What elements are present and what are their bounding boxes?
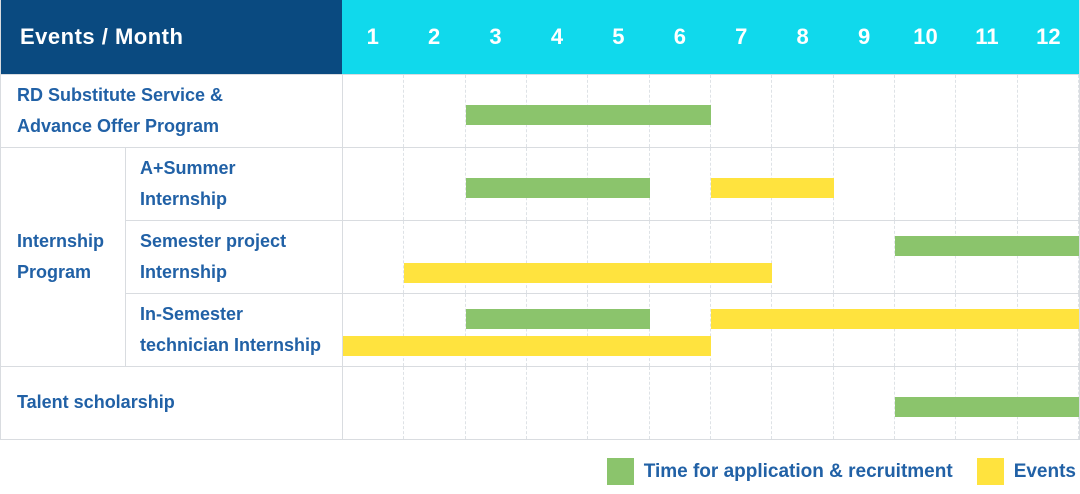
grid-cell [711,294,773,366]
grid-cell [834,294,895,366]
month-header-10: 10 [913,24,938,49]
application-bar [465,309,650,329]
grid-cell [404,294,466,366]
chart-row-3 [342,220,1079,293]
grid-cell [343,367,405,439]
table-title: Events / Month [1,0,342,74]
month-header-9: 9 [857,24,871,49]
grid-cell [772,367,834,439]
month-header-8: 8 [796,24,809,49]
legend-label-application: Time for application & recruitment [643,460,953,482]
month-header-row: 1 2 3 4 5 6 7 8 9 10 11 12 [342,0,1079,74]
legend: Time for application & recruitment Event… [606,458,1076,485]
month-header-6: 6 [673,24,686,49]
event-bar [404,263,773,283]
chart-row-4 [342,293,1079,366]
month-header-12: 12 [1036,24,1061,49]
application-bar [895,397,1079,417]
grid-cell [711,367,773,439]
application-bar [465,105,711,125]
grid-cell [895,75,957,147]
month-header-11: 11 [975,24,999,49]
month-header-5: 5 [612,24,625,49]
grid-cell [404,75,466,147]
events-swatch-icon [976,458,1004,485]
grid-cell [404,148,466,220]
month-header-2: 2 [428,24,441,49]
grid-cell [711,221,773,293]
grid-cell [588,367,650,439]
grid-cell [834,367,895,439]
grid-cell [1018,294,1079,366]
event-bar [711,309,1079,329]
grid-cell [895,294,957,366]
legend-item-application: Time for application & recruitment [606,458,953,485]
event-bar [343,336,711,356]
grid-cell [956,148,1018,220]
row-label-in-semester-technician: In-Semester technician Internship [125,293,342,366]
month-header-3: 3 [489,24,502,49]
row-label-semester-project: Semester project Internship [125,220,342,293]
chart-row-2 [342,147,1079,220]
grid-cell [404,367,466,439]
grid-cell [956,294,1018,366]
grid-cell [343,148,405,220]
grid-cell [834,148,895,220]
grid-cell [772,294,834,366]
grid-cell [772,75,834,147]
grid-cell [650,148,711,220]
grid-cell [834,221,895,293]
grid-cell [343,221,405,293]
grid-cell [1018,148,1079,220]
grid-cell [650,367,711,439]
grid-cell [527,294,589,366]
month-header-1: 1 [366,24,379,49]
schedule-table: Events / Month 1 2 3 4 5 6 7 8 9 10 11 12 RD Substi… [0,0,1080,440]
chart-row-5 [342,366,1079,439]
event-bar [711,178,834,198]
grid-cell [711,75,773,147]
grid-cell [895,148,957,220]
grid-cell [466,294,527,366]
grid-cell [527,367,589,439]
grid-cell [956,75,1018,147]
grid-cell [343,294,405,366]
grid-cell [466,221,527,293]
grid-cell [1018,75,1079,147]
row-label-a-plus-summer: A+Summer Internship [125,147,342,220]
grid-cell [650,221,711,293]
month-header-4: 4 [550,24,564,49]
grid-cell [343,75,405,147]
row-label-rd-substitute: RD Substitute Service & Advance Offer Pr… [1,74,342,147]
grid-cell [404,221,466,293]
grid-cell [956,221,1018,293]
chart-row-1 [342,74,1079,147]
application-bar [895,236,1079,256]
application-bar [465,178,650,198]
grid-cell [527,221,589,293]
grid-cell [466,367,527,439]
grid-cell [1018,221,1079,293]
grid-cell [834,75,895,147]
month-header-7: 7 [735,24,748,49]
grid-cell [588,294,650,366]
legend-item-events: Events [976,458,1076,485]
grid-cell [588,221,650,293]
group-label-internship-program: Internship Program [1,147,125,366]
application-swatch-icon [606,458,634,485]
grid-cell [772,221,834,293]
legend-label-events: Events [1013,460,1076,482]
row-label-talent-scholarship: Talent scholarship [1,366,342,439]
grid-cell [895,221,957,293]
grid-cell [650,294,711,366]
